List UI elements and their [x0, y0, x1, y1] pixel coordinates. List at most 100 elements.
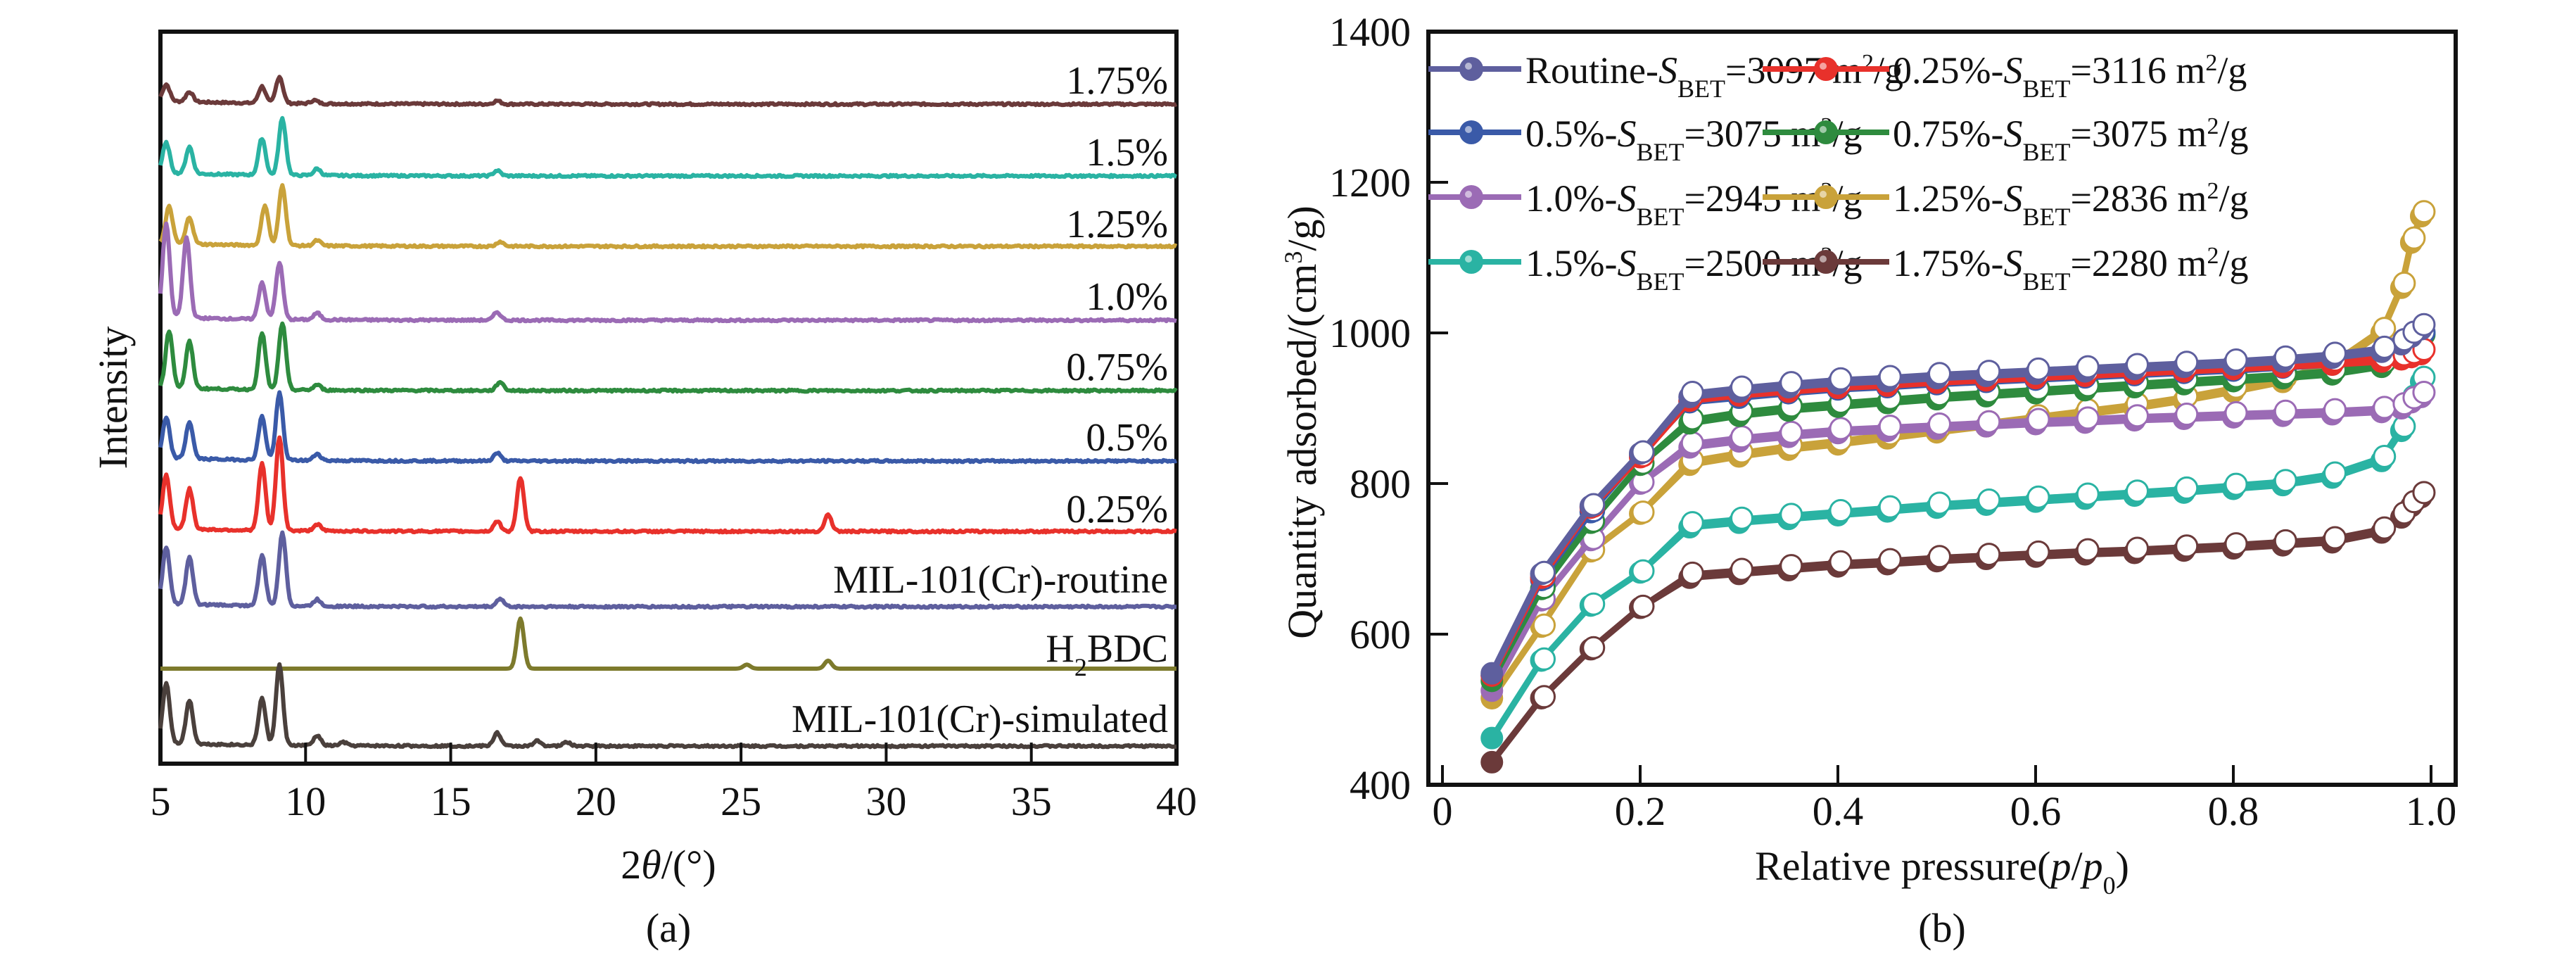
legend-marker-highlight [1820, 255, 1827, 263]
desorption-point [1928, 545, 1951, 569]
label-part: H [1046, 627, 1074, 671]
x-tick-label: 40 [1156, 778, 1197, 824]
panel-b-legend: Routine-SBET=3097 m2/g0.5%-SBET=3075 m2/… [1428, 49, 2248, 296]
legend-label-s: S [2003, 49, 2022, 91]
x-tick-label: 10 [285, 778, 326, 824]
legend-label-sub: BET [2022, 267, 2070, 296]
xrd-trace [158, 321, 1178, 394]
legend-label-unit: /g [2219, 177, 2248, 220]
legend-label-sub: BET [2022, 203, 2070, 231]
xrd-trace-label: H2BDC [1046, 627, 1168, 681]
x-tick-label: 15 [431, 778, 471, 824]
desorption-point [2175, 351, 2199, 374]
desorption-point [1779, 420, 1803, 444]
adsorption-line [1489, 494, 2423, 764]
isotherm-series [1480, 365, 2436, 750]
legend-label-sup: 2 [2207, 243, 2219, 269]
legend-label-sub: BET [1677, 75, 1725, 103]
xrd-trace [158, 390, 1178, 465]
adsorption-point [1480, 662, 1504, 685]
panel-a-trace-labels: 1.75% 1.5% 1.25% 1.0% 0.75% 0.5% 0.25% MIL-101(… [792, 59, 1168, 741]
xrd-trace [158, 530, 1177, 610]
desorption-point [1878, 495, 1902, 519]
desorption-point [2412, 200, 2436, 224]
desorption-line [1490, 323, 2423, 673]
panel-a-x-axis-title: 2θ/(°) [621, 842, 716, 888]
desorption-point [2126, 479, 2149, 503]
desorption-point [1631, 440, 1655, 464]
desorption-point [1533, 613, 1556, 637]
legend-marker [1459, 250, 1483, 274]
legend-marker [1459, 57, 1483, 81]
desorption-point [1779, 371, 1803, 395]
xrd-trace [158, 75, 1178, 108]
label-part: BDC [1087, 627, 1168, 671]
y-tick-label: 600 [1350, 612, 1411, 657]
desorption-point [2323, 341, 2347, 365]
desorption-point [2373, 335, 2397, 359]
legend-marker [1814, 57, 1838, 81]
x-title-prefix: 2 [621, 842, 641, 888]
legend-marker [1814, 250, 1838, 274]
desorption-point [2076, 482, 2100, 506]
legend-item: 0.25%-SBET=3116 m2/g [1763, 49, 2247, 103]
x-title-p0: p [2080, 843, 2103, 889]
legend-label-pre: Routine- [1525, 49, 1658, 91]
desorption-point [1582, 592, 1606, 616]
desorption-point [2273, 345, 2297, 369]
desorption-point [1928, 412, 1951, 436]
y-title-pre: Quantity adsorbed/(cm [1279, 264, 1325, 639]
legend-marker-highlight [1465, 126, 1472, 133]
legend-label-sub: BET [1636, 138, 1684, 166]
legend-label-unit: /g [2217, 49, 2247, 91]
desorption-point [2076, 355, 2100, 379]
desorption-point [1533, 560, 1556, 584]
legend-marker-highlight [1820, 126, 1827, 133]
legend-label: 1.25%-SBET=2836 m2/g [1893, 177, 2248, 231]
panel-b-isotherms: 400 600 800 1000 1200 1400 0 0.2 0.4 0.6 0.8 1.0 R… [1279, 9, 2458, 951]
desorption-point [1631, 500, 1655, 524]
desorption-point [1878, 365, 1902, 389]
desorption-point [1977, 543, 2001, 567]
adsorption-line [1489, 336, 2423, 683]
desorption-point [2126, 536, 2149, 560]
legend-item: 0.75%-SBET=3075 m2/g [1763, 113, 2248, 166]
legend-label-s: S [2003, 113, 2022, 155]
desorption-line [1490, 210, 2423, 698]
adsorption-point [1480, 750, 1504, 774]
legend-label-value: =3116 m [2070, 49, 2205, 91]
desorption-point [1829, 499, 1853, 523]
y-title-sup: 3 [1279, 251, 1307, 264]
legend-marker [1459, 120, 1483, 144]
xrd-trace [160, 616, 1177, 671]
legend-label: 1.0%-SBET=2945 m2/g [1525, 177, 1862, 231]
legend-label: 0.25%-SBET=3116 m2/g [1893, 49, 2247, 103]
x-title-sub: 0 [2103, 871, 2116, 900]
desorption-point [2412, 313, 2436, 336]
desorption-point [2175, 534, 2199, 558]
desorption-point [1878, 548, 1902, 572]
panel-a-x-ticks: 5 10 15 20 25 30 35 40 [151, 743, 1197, 824]
panel-a-label: (a) [646, 905, 691, 951]
desorption-point [2224, 400, 2248, 424]
x-title-suffix: /(°) [661, 842, 716, 888]
desorption-point [1680, 511, 1704, 535]
desorption-point [2126, 404, 2149, 428]
legend-marker-highlight [1820, 63, 1827, 70]
panel-b-frame [1426, 30, 2458, 787]
xrd-trace-label: 0.5% [1086, 416, 1168, 460]
x-tick-label: 1.0 [2406, 788, 2457, 834]
panel-a-xrd: 5 10 15 20 25 30 35 40 1.75% 1.5% 1.25% 1.0% 0.75% 0… [90, 30, 1197, 951]
desorption-point [2323, 526, 2347, 550]
legend-label-pre: 0.5%- [1525, 113, 1617, 155]
desorption-line [1490, 491, 2423, 762]
desorption-point [2402, 226, 2426, 250]
desorption-point [1631, 594, 1655, 618]
panel-b-series [1480, 200, 2436, 774]
desorption-point [1730, 506, 1753, 530]
legend-item: 1.25%-SBET=2836 m2/g [1763, 177, 2248, 231]
desorption-point [1928, 491, 1951, 515]
desorption-point [1779, 554, 1803, 578]
legend-label: 0.5%-SBET=3075 m2/g [1525, 113, 1862, 166]
